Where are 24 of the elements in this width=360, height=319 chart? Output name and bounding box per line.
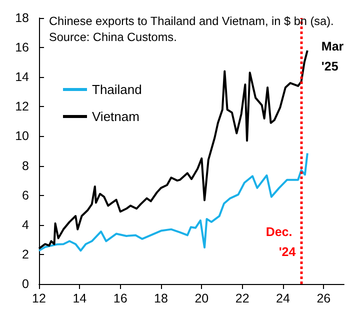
x-tick-label: 12: [32, 292, 46, 306]
y-tick-label: 16: [15, 40, 30, 55]
y-tick-label: 12: [15, 100, 30, 114]
text: Source: China Customs.: [49, 30, 177, 44]
y-tick-label: 2: [22, 247, 30, 262]
x-tick-label: 20: [194, 292, 209, 306]
y-tick-label: 6: [22, 188, 30, 202]
x-tick-label: 16: [113, 292, 128, 306]
y-tick-label: 8: [22, 158, 30, 173]
x-tick-label: 18: [154, 292, 168, 306]
x-tick-label: 24: [276, 292, 290, 306]
y-tick-label: 0: [22, 277, 30, 291]
y-tick-label: 10: [15, 129, 30, 144]
x-tick-label: 22: [235, 292, 250, 306]
ref-line-label: Dec. '24: [266, 225, 296, 259]
x-tick-label: 14: [72, 292, 87, 306]
legend-label: Vietnam: [92, 109, 140, 124]
y-tick-label: 18: [15, 11, 30, 25]
chart-title: Chinese exports to Thailand and Vietnam, in $ bn (sa).: [49, 14, 334, 28]
y-tick-label: 4: [22, 218, 30, 232]
annotation: Mar '25: [321, 40, 348, 74]
x-tick-label: 26: [316, 292, 331, 306]
legend-label: Thailand: [92, 82, 142, 97]
y-tick-label: 14: [15, 70, 30, 84]
